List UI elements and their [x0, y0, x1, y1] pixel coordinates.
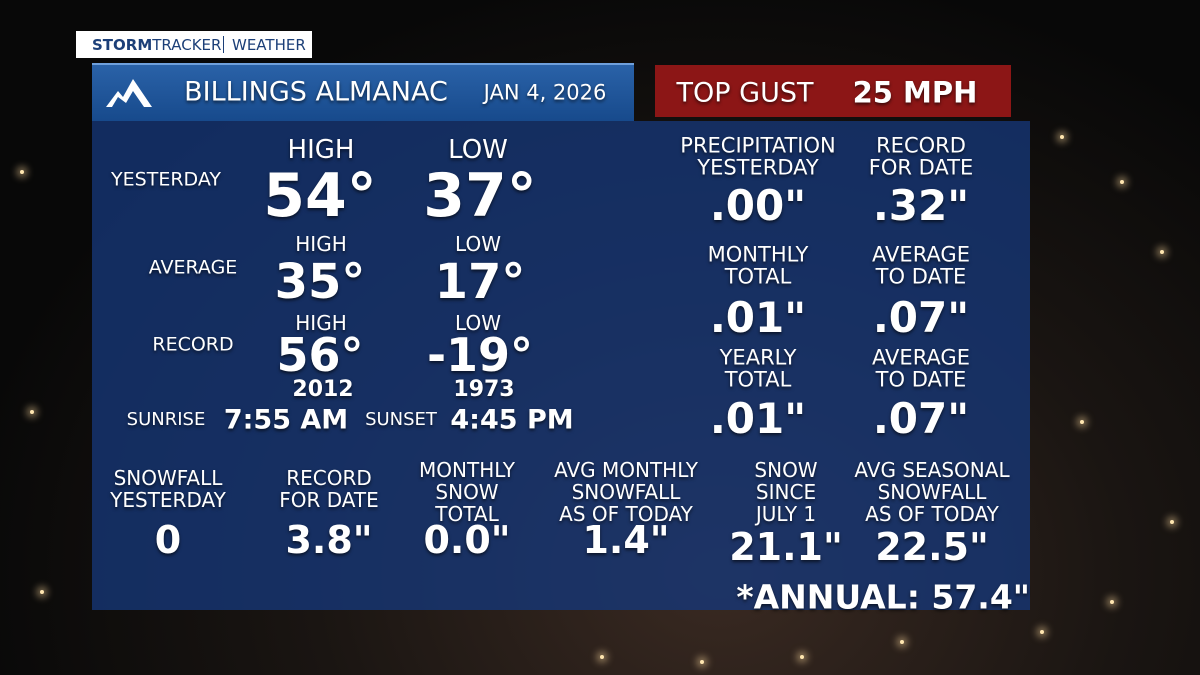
precip-value: .01" [709, 293, 807, 342]
snow-label: AVG MONTHLY [554, 458, 698, 482]
snow-label: JULY 1 [755, 502, 817, 526]
precip-label: PRECIPITATION [680, 133, 836, 158]
header-title: BILLINGS ALMANAC [184, 76, 448, 108]
snow-value: 22.5" [875, 525, 989, 569]
sunset-label: SUNSET [365, 409, 437, 430]
precip-value: .07" [872, 394, 970, 443]
high-value: 56° [276, 328, 364, 382]
high-value: 54° [263, 161, 377, 231]
record-year: 1973 [453, 377, 515, 402]
snow-label: SNOW [435, 480, 499, 504]
precip-value: .07" [872, 293, 970, 342]
low-value: -19° [426, 328, 534, 382]
snow-label: FOR DATE [279, 488, 379, 512]
snow-label: SINCE [755, 480, 817, 504]
precip-label: TO DATE [875, 264, 967, 289]
snow-label: TOTAL [435, 502, 499, 526]
sunrise-label: SUNRISE [126, 409, 206, 430]
row-label: AVERAGE [148, 256, 238, 279]
snow-value: 1.4" [582, 518, 670, 562]
brand-logo: STORMTRACKER [92, 36, 221, 54]
precip-label: TO DATE [875, 367, 967, 392]
brand-storm: STORM [92, 36, 153, 54]
sunrise-value: 7:55 AM [223, 404, 349, 436]
header-bar [92, 63, 634, 121]
brand-tracker: TRACKER [152, 36, 222, 54]
gust-label: TOP GUST [676, 77, 814, 109]
snow-label: SNOWFALL [571, 480, 681, 504]
precip-label: FOR DATE [868, 155, 974, 180]
precip-label: TOTAL [724, 264, 792, 289]
high-label: HIGH [295, 311, 347, 335]
snow-value: 21.1" [729, 525, 843, 569]
mountain-icon [106, 79, 152, 107]
snow-label: AVG SEASONAL [854, 458, 1010, 482]
row-label: RECORD [152, 333, 234, 356]
low-value: 17° [434, 254, 526, 310]
brand-section: WEATHER [232, 36, 306, 54]
snow-value: 3.8" [285, 518, 373, 562]
low-value: 37° [423, 161, 537, 231]
record-year: 2012 [292, 377, 354, 402]
snow-label: MONTHLY [419, 458, 515, 482]
snow-label: YESTERDAY [110, 488, 226, 512]
annual-note: *ANNUAL: 57.4" [736, 577, 1030, 617]
low-label: LOW [455, 232, 501, 256]
precip-label: AVERAGE [872, 345, 970, 370]
precip-label: MONTHLY [707, 242, 809, 267]
snow-label: RECORD [286, 466, 372, 490]
precip-label: AVERAGE [872, 242, 970, 267]
precip-label: YESTERDAY [697, 155, 819, 180]
low-label: LOW [455, 311, 501, 335]
precip-label: RECORD [876, 133, 966, 158]
precip-value: .01" [709, 394, 807, 443]
snow-value: 0 [154, 518, 182, 562]
snow-label: SNOWFALL [877, 480, 987, 504]
precip-label: YEARLY [719, 345, 797, 370]
sunset-value: 4:45 PM [450, 404, 574, 436]
almanac-panel [92, 121, 1030, 610]
snow-label: SNOWFALL [113, 466, 223, 490]
low-label: LOW [448, 135, 508, 165]
snow-label: AS OF TODAY [865, 502, 999, 526]
gust-value: 25 MPH [852, 75, 978, 110]
high-label: HIGH [295, 232, 347, 256]
snow-value: 0.0" [423, 518, 511, 562]
high-value: 35° [274, 254, 366, 310]
precip-label: TOTAL [724, 367, 792, 392]
brand-bar: STORMTRACKER WEATHER [76, 31, 312, 58]
separator [223, 36, 224, 53]
row-label: YESTERDAY [111, 168, 221, 191]
precip-value: .32" [872, 181, 970, 230]
high-label: HIGH [287, 135, 355, 165]
snow-label: SNOW [754, 458, 818, 482]
precip-value: .00" [709, 181, 807, 230]
snow-label: AS OF TODAY [559, 502, 693, 526]
header-date: JAN 4, 2026 [483, 80, 607, 105]
gust-bar [655, 65, 1011, 117]
